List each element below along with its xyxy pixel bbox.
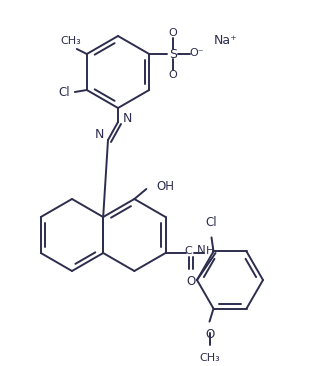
Text: Cl: Cl bbox=[206, 216, 217, 229]
Text: Cl: Cl bbox=[58, 86, 70, 98]
Text: Na⁺: Na⁺ bbox=[213, 34, 237, 46]
Text: C: C bbox=[185, 246, 192, 256]
Text: O⁻: O⁻ bbox=[190, 48, 204, 58]
Text: O: O bbox=[186, 275, 195, 288]
Text: O: O bbox=[169, 28, 178, 38]
Text: S: S bbox=[169, 48, 177, 60]
Text: N: N bbox=[123, 112, 132, 126]
Text: O: O bbox=[205, 328, 214, 341]
Text: H: H bbox=[206, 246, 215, 256]
Text: N: N bbox=[95, 128, 104, 142]
Text: O: O bbox=[169, 70, 178, 80]
Text: CH₃: CH₃ bbox=[60, 36, 81, 46]
Text: OH: OH bbox=[156, 179, 174, 193]
Text: N: N bbox=[197, 244, 205, 258]
Text: CH₃: CH₃ bbox=[199, 352, 220, 363]
